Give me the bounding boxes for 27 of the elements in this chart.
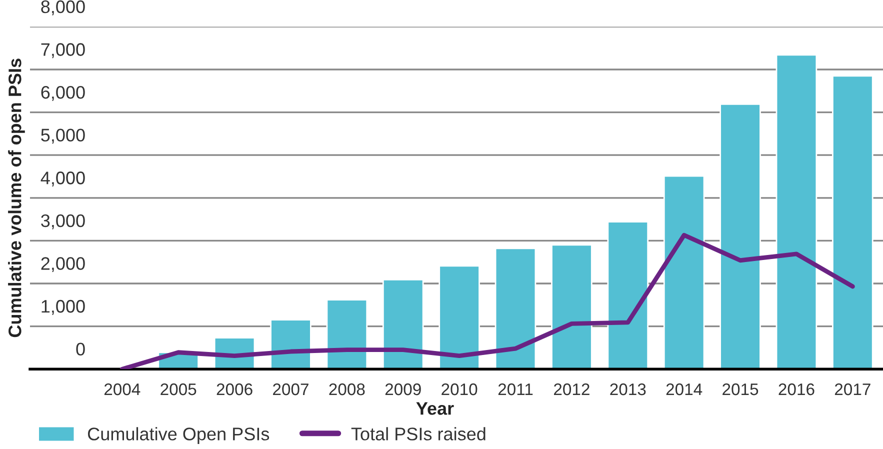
y-tick-label: 2,000 (41, 257, 85, 272)
y-tick-label: 7,000 (41, 43, 85, 58)
x-tick-label: 2009 (385, 383, 421, 396)
x-tick-label: 2008 (329, 383, 365, 396)
x-tick-label: 2010 (442, 383, 478, 396)
x-tick-label: 2016 (778, 383, 814, 396)
y-tick-label: 1,000 (42, 300, 85, 315)
legend-label: Cumulative Open PSIs (88, 427, 270, 444)
x-tick-label: 2014 (666, 383, 702, 396)
x-axis-title: Year (416, 402, 454, 415)
legend-label: Total PSIs raised (351, 427, 486, 440)
y-tick-label: 0 (76, 342, 85, 356)
x-tick-label: 2005 (160, 383, 196, 396)
y-tick-label: 3,000 (41, 214, 85, 230)
y-tick-label: 6,000 (41, 86, 85, 101)
y-tick-label: 8,000 (41, 0, 85, 16)
x-tick-label: 2004 (104, 383, 140, 396)
x-tick-label: 2007 (273, 383, 308, 396)
x-tick-label: 2006 (216, 383, 252, 396)
x-tick-label: 2011 (498, 383, 533, 396)
y-tick-label: 5,000 (41, 128, 85, 144)
x-tick-label: 2012 (554, 383, 590, 396)
x-tick-label: 2013 (610, 383, 646, 396)
x-tick-label: 2017 (834, 383, 870, 396)
x-tick-label: 2015 (722, 383, 758, 396)
y-axis-title: Cumulative volume of open PSIs (8, 58, 25, 338)
y-tick-label: 4,000 (40, 172, 85, 186)
